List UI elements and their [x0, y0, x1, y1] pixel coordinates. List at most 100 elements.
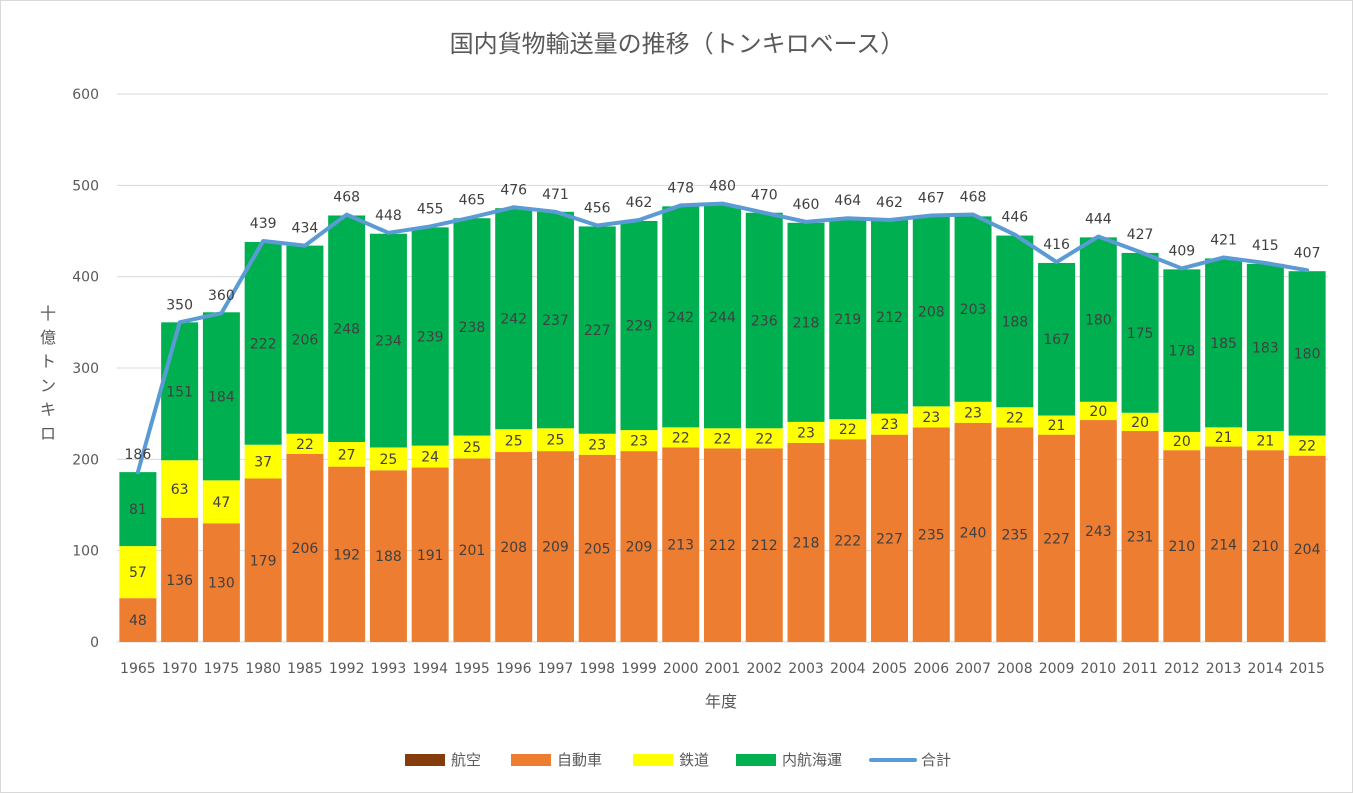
- data-label: 191: [417, 548, 444, 564]
- legend-item: 自動車: [511, 751, 602, 769]
- bar-segment: [1288, 435, 1326, 456]
- data-label: 210: [1252, 539, 1279, 555]
- bar-segment: [912, 216, 950, 407]
- y-axis-title-char: 十: [40, 304, 56, 323]
- y-tick-label: 600: [72, 87, 99, 103]
- x-tick-label: 2012: [1164, 661, 1200, 677]
- bar-segment: [244, 444, 282, 479]
- y-tick-label: 400: [72, 270, 99, 286]
- data-label: 183: [1252, 340, 1279, 356]
- y-axis-title-char: キ: [40, 400, 56, 419]
- bar-segment: [369, 447, 407, 471]
- x-tick-label: 1998: [579, 661, 615, 677]
- total-label: 446: [1001, 210, 1028, 226]
- total-label: 462: [626, 195, 653, 211]
- data-label: 22: [1298, 439, 1316, 455]
- bar-segment: [1038, 262, 1076, 416]
- data-label: 185: [1210, 336, 1237, 352]
- bar-segment: [1163, 431, 1201, 451]
- legend-item: 内航海運: [736, 751, 842, 769]
- legend-label: 自動車: [557, 751, 602, 769]
- data-label: 20: [1089, 404, 1107, 420]
- data-label: 21: [1215, 430, 1233, 446]
- bar-segment: [578, 433, 616, 455]
- total-label: 350: [166, 297, 193, 313]
- bar-segment: [745, 448, 783, 642]
- total-label: 455: [417, 201, 444, 217]
- legend-swatch: [405, 754, 445, 766]
- total-label: 478: [667, 180, 694, 196]
- bar-segment: [411, 445, 449, 468]
- total-label: 186: [125, 447, 152, 463]
- x-tick-label: 1997: [538, 661, 574, 677]
- bar-segment: [745, 212, 783, 429]
- chart-title: 国内貨物輸送量の推移（トンキロベース）: [450, 30, 905, 58]
- x-tick-label: 1999: [621, 661, 657, 677]
- data-label: 209: [542, 540, 569, 556]
- bar-segment: [787, 421, 825, 443]
- bar-segment: [704, 205, 741, 429]
- total-label: 448: [375, 208, 402, 224]
- legend: 航空 自動車 鉄道 内航海運 合計: [405, 751, 951, 769]
- bar-segment: [1288, 271, 1326, 436]
- bar-segment: [328, 215, 366, 442]
- x-tick-label: 2008: [997, 661, 1033, 677]
- data-label: 151: [166, 384, 193, 400]
- bar-segment: [119, 546, 157, 599]
- bar-segment: [536, 428, 574, 452]
- bar-segment: [704, 448, 741, 642]
- data-label: 240: [960, 525, 987, 541]
- data-label: 22: [755, 431, 773, 447]
- total-label: 462: [876, 195, 903, 211]
- total-label: 468: [960, 190, 987, 206]
- x-tick-label: 2005: [872, 661, 908, 677]
- bar-segment: [996, 407, 1034, 428]
- data-label: 227: [1043, 531, 1070, 547]
- x-tick-label: 1995: [454, 661, 490, 677]
- x-tick-label: 2002: [746, 661, 782, 677]
- data-label: 21: [1256, 434, 1274, 450]
- data-label: 206: [292, 541, 319, 557]
- bar-segment: [202, 312, 240, 481]
- data-label: 23: [964, 405, 982, 421]
- total-label: 476: [500, 182, 527, 198]
- bar-segment: [161, 460, 199, 518]
- data-label: 22: [714, 431, 732, 447]
- total-label: 427: [1127, 227, 1154, 243]
- data-label: 22: [672, 430, 690, 446]
- data-label: 219: [834, 312, 861, 328]
- bar-segment: [1079, 401, 1117, 421]
- total-label: 465: [459, 192, 486, 208]
- bar-segment: [1205, 427, 1243, 447]
- bar-segment: [369, 233, 407, 448]
- x-tick-label: 1992: [329, 661, 365, 677]
- bar-segment: [996, 427, 1034, 642]
- data-label: 212: [751, 538, 778, 554]
- data-label: 180: [1294, 346, 1321, 362]
- bar-segment: [620, 220, 658, 431]
- bar-segment: [1121, 412, 1159, 432]
- x-tick-label: 2004: [830, 661, 866, 677]
- x-tick-label: 1975: [204, 661, 240, 677]
- bar-segment: [453, 218, 491, 436]
- data-label: 227: [584, 323, 611, 339]
- data-label: 180: [1085, 313, 1112, 329]
- bar-segment: [453, 435, 491, 459]
- data-label: 235: [918, 528, 945, 544]
- data-label: 203: [960, 302, 987, 318]
- bar-segment: [1246, 263, 1284, 432]
- total-line-path: [135, 201, 1310, 475]
- legend-swatch: [736, 754, 776, 766]
- x-tick-label: 2001: [705, 661, 741, 677]
- data-label: 25: [380, 452, 398, 468]
- data-label: 188: [1001, 314, 1028, 330]
- bar-segment: [620, 430, 658, 452]
- legend-label: 鉄道: [679, 751, 709, 769]
- bar-segment: [1079, 420, 1117, 642]
- legend-item: 合計: [869, 751, 951, 769]
- bar-segment: [912, 427, 950, 642]
- data-label: 242: [667, 310, 694, 326]
- x-tick-label: 1980: [245, 661, 281, 677]
- legend-label: 内航海運: [782, 751, 842, 769]
